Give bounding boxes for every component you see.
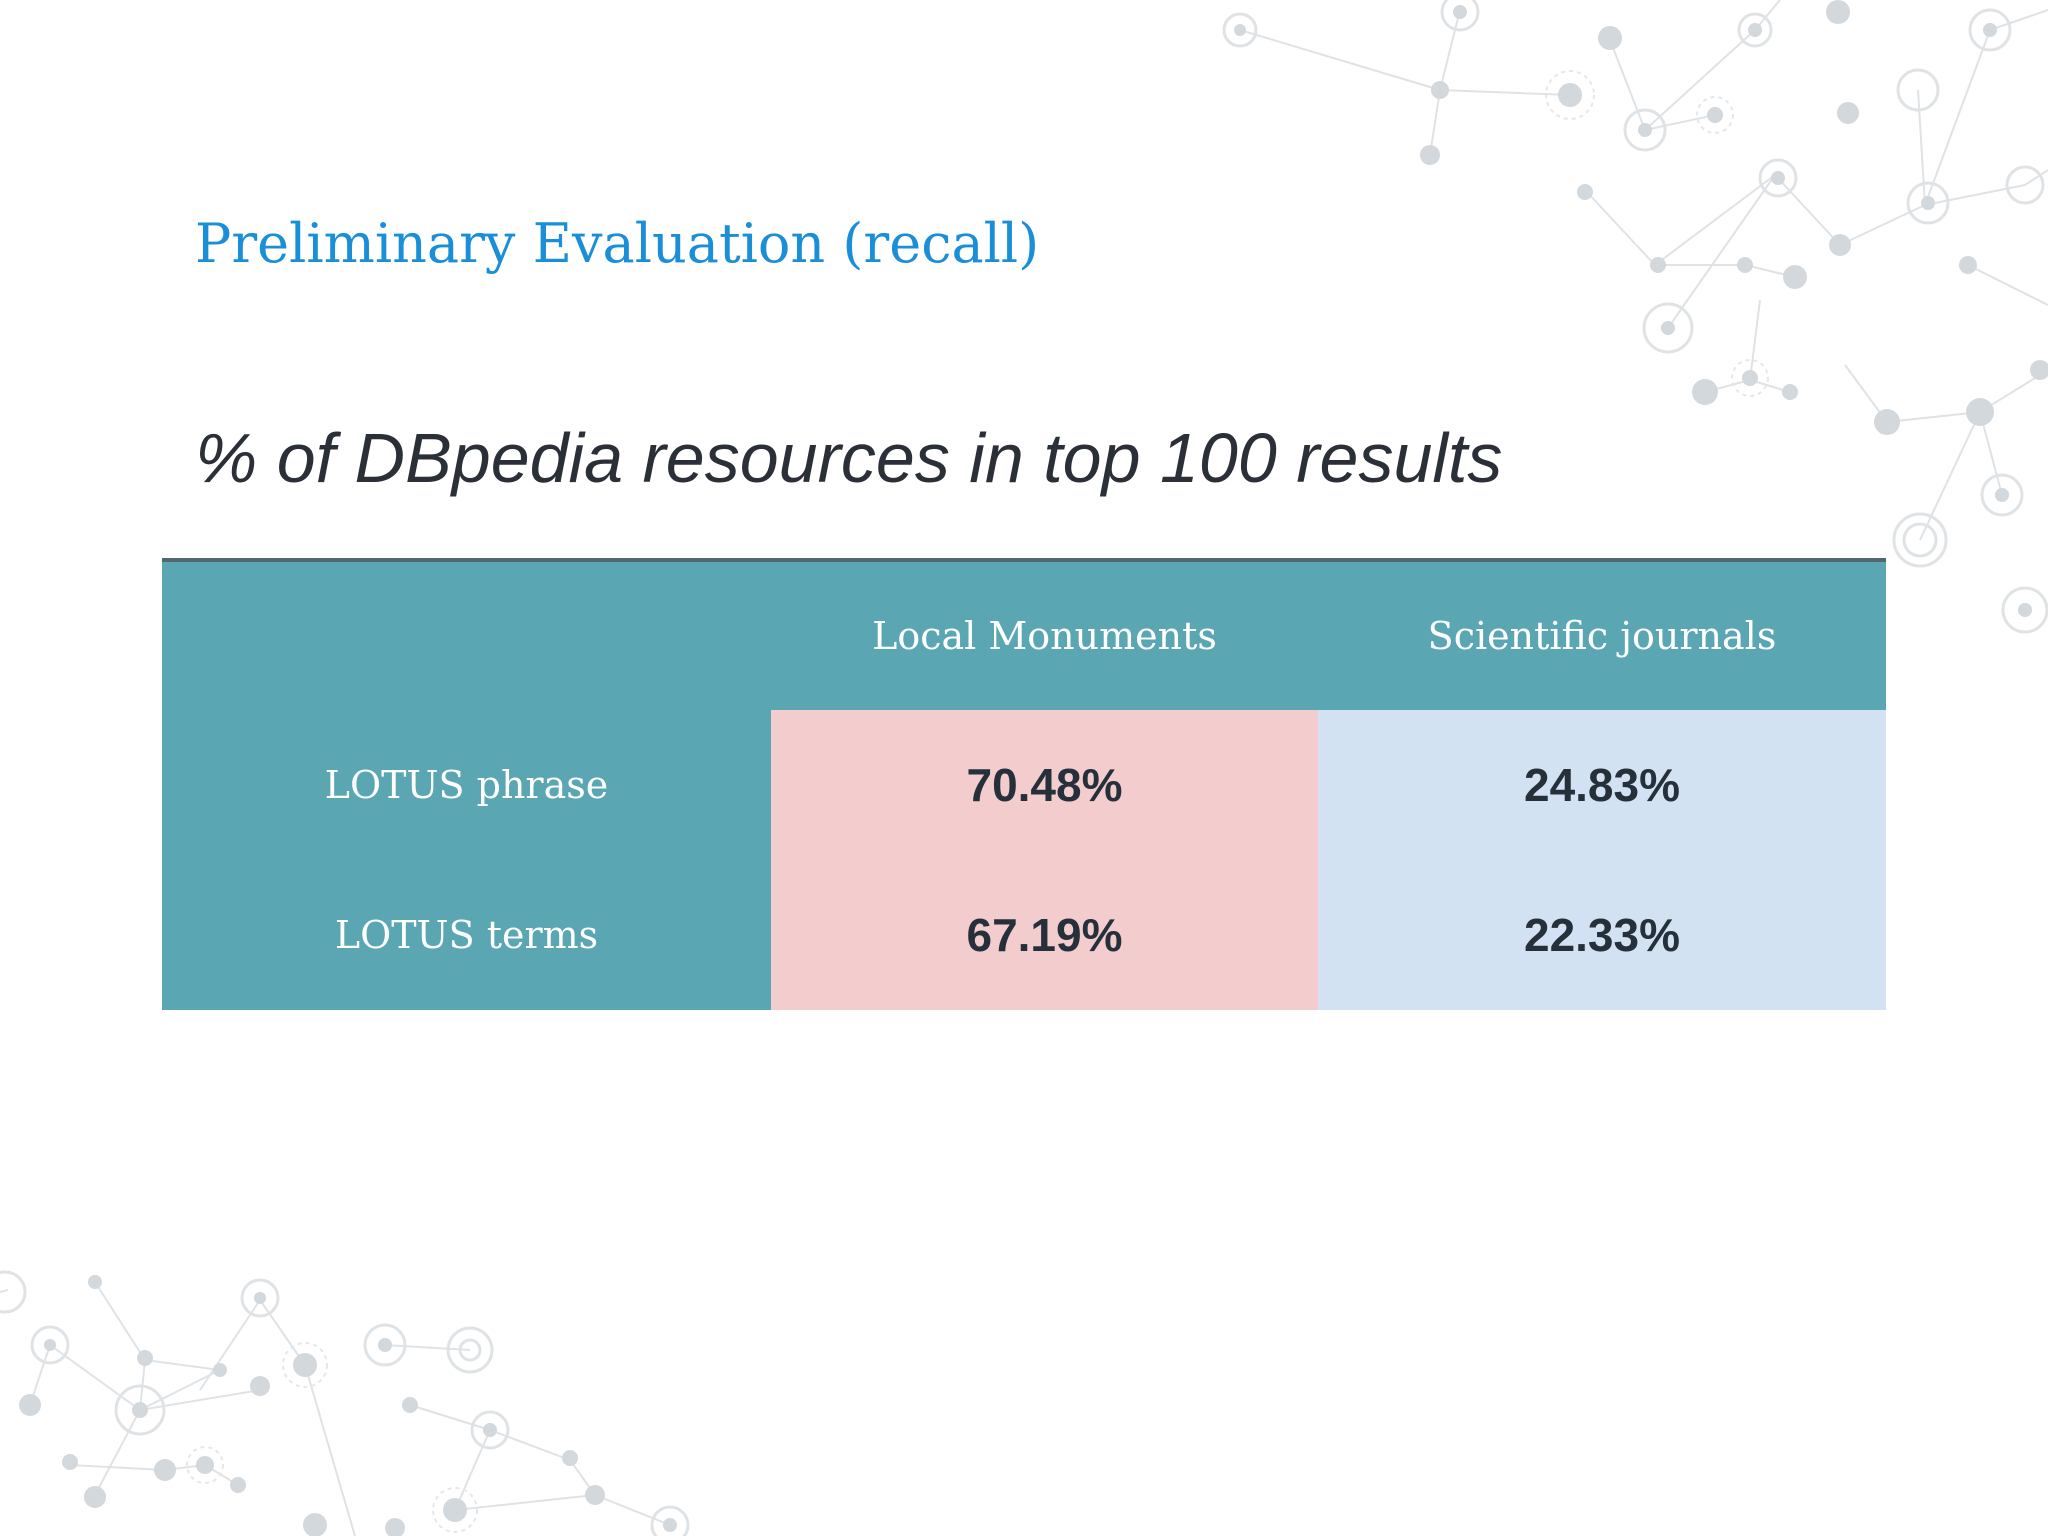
table-header-corner bbox=[162, 562, 771, 710]
slide-subtitle: % of DBpedia resources in top 100 result… bbox=[195, 419, 1503, 497]
cell-lotus-terms-local-monuments: 67.19% bbox=[771, 860, 1318, 1010]
row-header-lotus-terms: LOTUS terms bbox=[162, 860, 771, 1010]
network-bottom-left bbox=[0, 1270, 690, 1536]
column-header-scientific-journals: Scientific journals bbox=[1318, 562, 1886, 710]
cell-lotus-phrase-local-monuments: 70.48% bbox=[771, 710, 1318, 860]
cell-lotus-phrase-scientific-journals: 24.83% bbox=[1318, 710, 1886, 860]
network-top-right bbox=[1222, 0, 2048, 634]
slide-title: Preliminary Evaluation (recall) bbox=[195, 212, 1040, 275]
row-header-lotus-phrase: LOTUS phrase bbox=[162, 710, 771, 860]
recall-table: Local Monuments Scientific journals LOTU… bbox=[162, 558, 1886, 1010]
column-header-local-monuments: Local Monuments bbox=[771, 562, 1318, 710]
cell-lotus-terms-scientific-journals: 22.33% bbox=[1318, 860, 1886, 1010]
